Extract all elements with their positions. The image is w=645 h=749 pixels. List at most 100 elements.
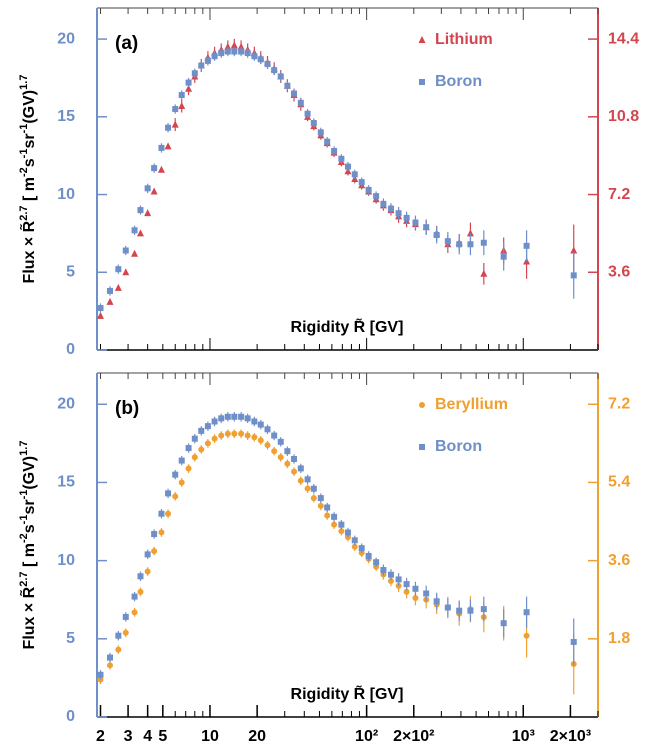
y-label-part: 2.7 [18,205,30,220]
point [271,67,278,74]
point [403,214,410,221]
point [351,543,358,550]
point [97,676,104,683]
point [106,662,113,669]
point [480,269,488,277]
point [244,432,251,439]
point [172,106,179,113]
point [211,435,218,442]
point [131,593,138,600]
y-label-part: -2 [18,533,30,543]
y-tick-label: 5 [66,630,75,647]
point [423,224,430,231]
y-label-part: sr [21,499,38,514]
point [238,430,245,437]
point [158,144,165,151]
point [297,477,304,484]
point [185,84,193,92]
y-tick-label: 10 [57,186,75,203]
y-label-part: -1 [18,515,30,525]
legend-marker [419,444,425,450]
point [344,163,351,170]
legend-label: Lithium [435,31,493,48]
y-label-part: [ m [21,543,38,571]
point [251,434,258,441]
point [165,490,172,497]
point [165,124,172,131]
point [365,552,372,559]
x-tick-label: 2 [96,728,105,745]
y2-tick-label: 7.2 [608,395,630,412]
point [365,186,372,193]
point [344,529,351,536]
point [171,120,179,128]
point [277,438,284,445]
legend-marker [418,36,426,43]
y-tick-label: 10 [57,552,75,569]
point [570,272,577,279]
point [395,210,402,217]
point [304,485,311,492]
point [284,82,291,89]
point [331,521,338,528]
point [218,415,225,422]
point [412,219,419,226]
point [317,129,324,136]
point [338,521,345,528]
point [122,268,130,276]
y-label-part: 1.7 [18,75,30,90]
y-tick-label: 20 [57,30,75,47]
point [231,48,238,55]
point [144,185,151,192]
x-axis-label: Rigidity R̃ [GV] [291,683,404,703]
point [164,142,172,150]
point [224,413,231,420]
point [191,70,198,77]
point [351,537,358,544]
point [257,437,264,444]
point [185,465,192,472]
y-tick-label: 15 [57,474,75,491]
point [251,418,258,425]
point [317,502,324,509]
point [387,578,394,585]
point [412,585,419,592]
y-axis-label: Flux × R̃2.7 [ m-2s-1sr-1(GV)1.7 [18,75,38,284]
point [403,581,410,588]
point [271,448,278,455]
point [144,568,151,575]
x-tick-label: 5 [158,728,167,745]
point [198,427,205,434]
y2-tick-label: 7.2 [608,186,630,203]
x-axis-label: Rigidity R̃ [GV] [291,316,404,336]
point [151,165,158,172]
point [97,671,104,678]
point [106,287,113,294]
panel-label: (b) [115,398,139,419]
point [244,50,251,57]
point [466,229,474,237]
point [271,432,278,439]
point [172,471,179,478]
point [185,79,192,86]
y2-tick-label: 3.6 [608,263,630,280]
point [264,60,271,67]
point [310,120,317,127]
point [570,246,578,254]
point [291,90,298,97]
point [277,454,284,461]
y2-tick-label: 3.6 [608,552,630,569]
point [137,588,144,595]
point [131,227,138,234]
point [324,504,331,511]
point [444,238,451,245]
y-label-part: -1 [18,124,30,134]
point [178,102,186,110]
point [257,56,264,63]
y-tick-label: 20 [57,395,75,412]
x-tick-label: 2×10² [393,728,434,745]
point [191,435,198,442]
x-tick-label: 10 [201,728,219,745]
y2-tick-label: 10.8 [608,108,639,125]
point [444,604,451,611]
